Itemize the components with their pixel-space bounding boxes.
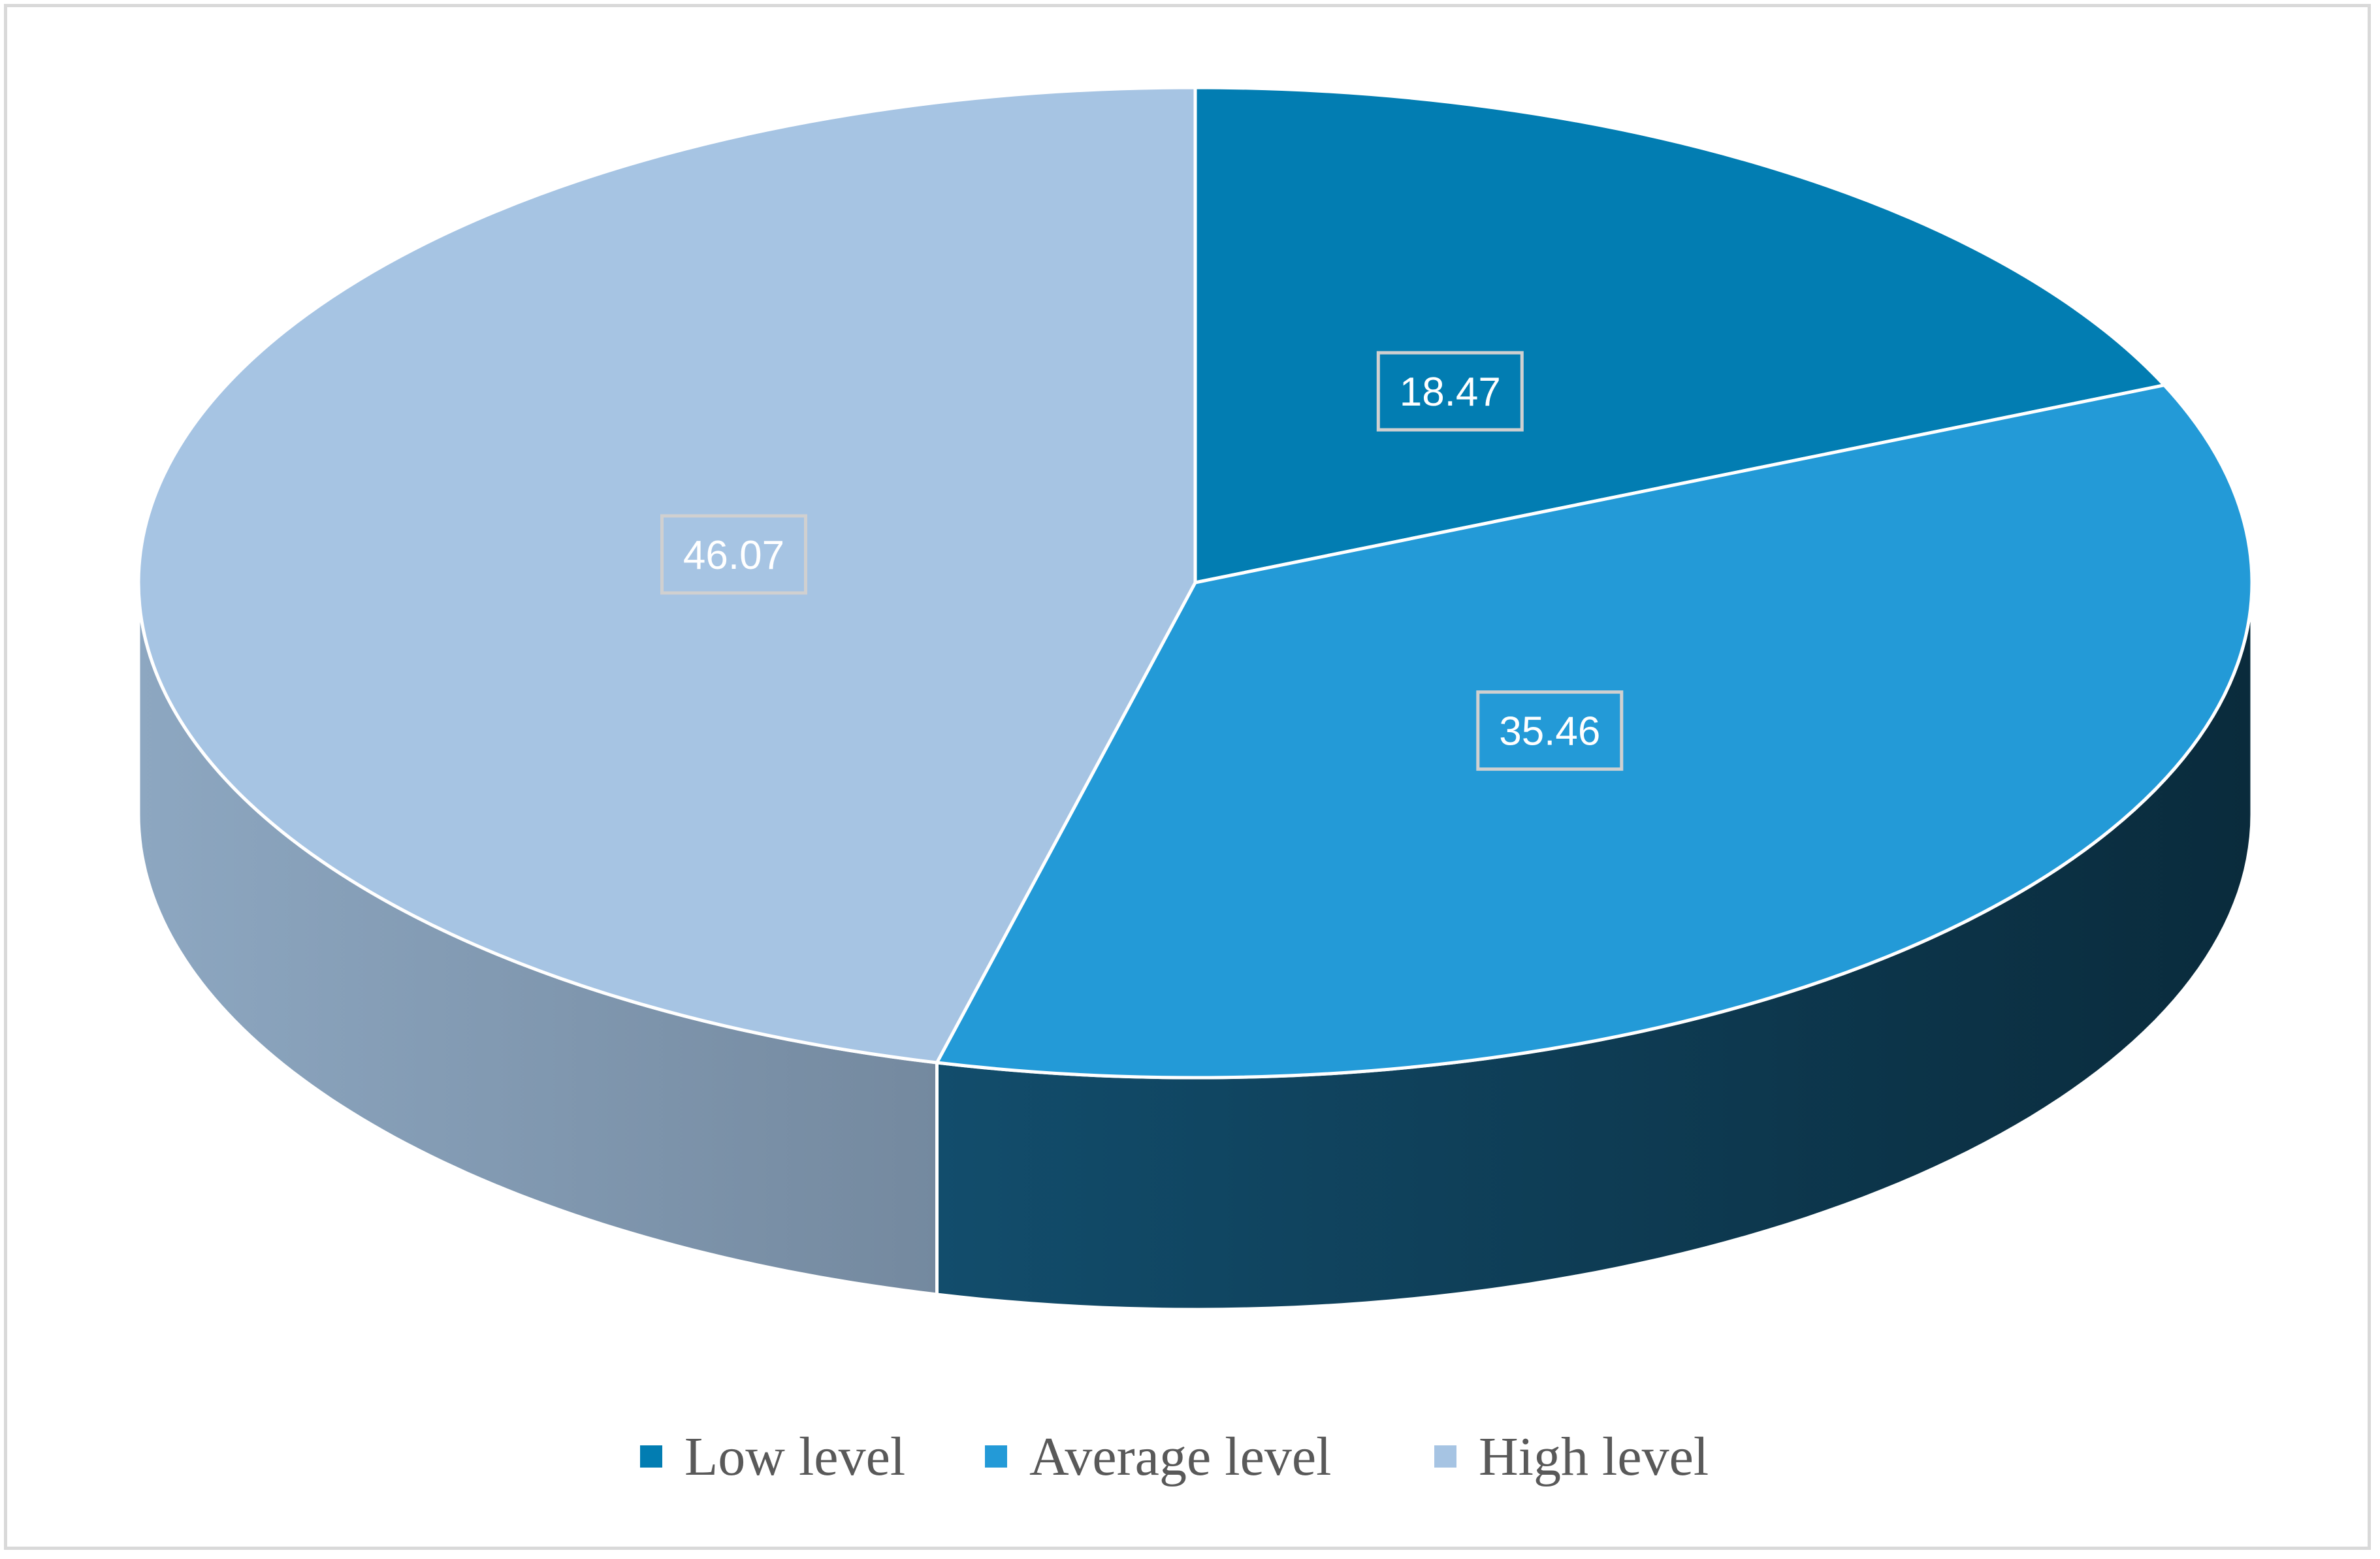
pie-slice-average-level[interactable] xyxy=(935,383,2254,1080)
pie-slices xyxy=(137,86,2254,1080)
legend-swatch xyxy=(985,1445,1007,1468)
legend: Low level Average level High level xyxy=(640,1426,1709,1487)
data-label-text: 18.47 xyxy=(1400,370,1501,415)
data-label-average-level: 35.46 xyxy=(1476,690,1624,771)
legend-entry-low-level: Low level xyxy=(640,1426,905,1487)
legend-swatch xyxy=(1434,1445,1456,1468)
data-labels: 18.47 35.46 46.07 xyxy=(660,351,1624,771)
pie-slice-high-level[interactable] xyxy=(137,86,1197,1065)
data-label-low-level: 18.47 xyxy=(1376,351,1524,432)
legend-label: Average level xyxy=(1029,1426,1332,1487)
legend-label: Low level xyxy=(684,1426,905,1487)
data-label-box xyxy=(1376,351,1524,432)
legend-entry-average-level: Average level xyxy=(985,1426,1332,1487)
data-label-high-level: 46.07 xyxy=(660,514,807,595)
data-label-box xyxy=(1476,690,1624,771)
data-label-text: 46.07 xyxy=(683,533,784,578)
legend-label: High level xyxy=(1479,1426,1709,1487)
pie-slice-low-level[interactable] xyxy=(1193,86,2166,585)
legend-swatch xyxy=(640,1445,662,1468)
legend-entry-high-level: High level xyxy=(1434,1426,1709,1487)
data-label-box xyxy=(660,514,807,595)
data-label-text: 35.46 xyxy=(1499,709,1600,754)
